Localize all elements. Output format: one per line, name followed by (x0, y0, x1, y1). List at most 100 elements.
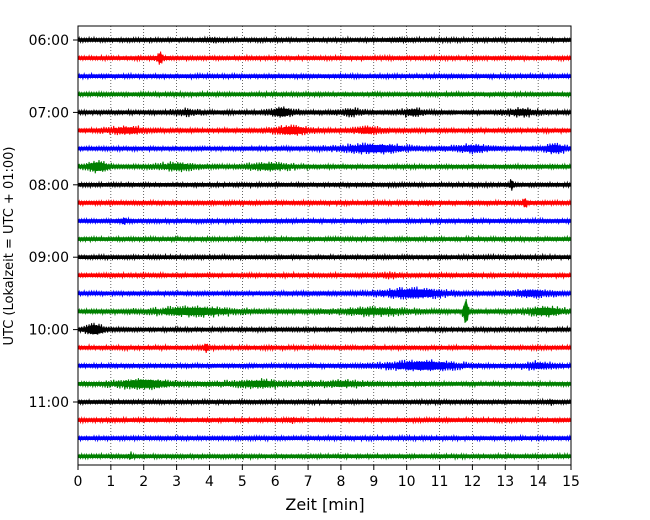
trace (77, 286, 572, 300)
y-axis-label: UTC (Lokalzeit = UTC + 01:00) (2, 147, 17, 346)
trace-event (79, 127, 200, 134)
trace-event (511, 144, 571, 153)
trace (77, 397, 572, 407)
trace-signal (77, 198, 572, 208)
trace-lines (77, 35, 572, 461)
trace-event (229, 308, 519, 315)
x-tick-label: 12 (463, 474, 481, 490)
trace-signal (77, 234, 572, 244)
trace-event (420, 201, 433, 205)
trace-event (400, 145, 545, 152)
trace-event (278, 361, 568, 370)
trace (77, 142, 572, 155)
trace (77, 179, 572, 191)
trace-event (238, 108, 326, 117)
trace (77, 270, 572, 280)
trace-signal (77, 35, 572, 45)
trace-band (78, 56, 571, 60)
x-axis-label: Zeit [min] (285, 495, 364, 514)
trace-signal (77, 270, 572, 280)
trace (77, 322, 572, 335)
trace-event (504, 180, 520, 190)
trace-event (181, 163, 356, 170)
x-tick-label: 4 (205, 474, 214, 490)
x-tick-label: 6 (271, 474, 280, 490)
trace-event (283, 289, 544, 298)
trace-signal (77, 252, 572, 262)
x-tick-label: 11 (431, 474, 449, 490)
grid-lines (110, 26, 539, 465)
trace-event (369, 109, 457, 116)
trace (77, 415, 572, 425)
trace-event (463, 109, 570, 116)
x-tick-label: 2 (139, 474, 148, 490)
x-tick-label: 8 (336, 474, 345, 490)
trace-band (78, 74, 571, 78)
plot-frame (77, 25, 572, 466)
trace-event (459, 290, 571, 297)
trace (77, 433, 572, 443)
trace-signal (77, 216, 572, 226)
trace (77, 198, 572, 208)
trace-event (143, 109, 230, 115)
x-tick-label: 14 (529, 474, 547, 490)
trace (77, 89, 572, 99)
trace-signal (77, 343, 572, 353)
trace-event (124, 453, 137, 460)
y-tick-label: 10:00 (29, 323, 69, 339)
trace (77, 216, 572, 226)
trace (77, 451, 572, 461)
trace-event (243, 144, 504, 153)
trace-event (480, 363, 571, 369)
trace-band (78, 327, 571, 332)
trace-event (283, 417, 301, 423)
trace-band (78, 201, 571, 205)
trace-event (457, 300, 475, 323)
x-tick-label: 0 (74, 474, 83, 490)
y-tick-label: 11:00 (29, 395, 69, 411)
trace-band (78, 183, 571, 187)
trace-event (78, 324, 131, 335)
trace-signal (77, 415, 572, 425)
y-axis-ticks: 06:00 07:00 08:00 09:00 10:00 11:00 (29, 33, 78, 411)
trace-event (254, 381, 428, 387)
trace (77, 359, 572, 372)
trace-signal (77, 433, 572, 443)
x-tick-label: 13 (496, 474, 514, 490)
trace (77, 71, 572, 81)
trace-signal (77, 71, 572, 81)
trace-event (545, 399, 558, 405)
trace-band (78, 436, 571, 440)
y-tick-label: 06:00 (29, 33, 69, 49)
trace (77, 106, 572, 118)
trace (77, 252, 572, 262)
trace-signal (77, 451, 572, 461)
x-axis-ticks: 0 1 2 3 4 5 6 7 8 9 10 11 12 13 14 15 (74, 465, 580, 490)
trace-event (354, 273, 427, 278)
x-tick-label: 5 (238, 474, 247, 490)
trace-event (195, 343, 217, 352)
trace-event (385, 38, 415, 42)
trace-band (78, 92, 571, 97)
x-tick-label: 15 (562, 474, 580, 490)
trace-event (472, 307, 569, 316)
y-tick-label: 07:00 (29, 105, 69, 121)
trace-signal (77, 179, 572, 191)
x-tick-label: 3 (172, 474, 181, 490)
trace-event (115, 217, 133, 225)
trace (77, 378, 572, 391)
x-tick-label: 7 (304, 474, 313, 490)
trace (77, 298, 572, 323)
trace-event (316, 127, 418, 134)
x-tick-label: 1 (106, 474, 115, 490)
trace (77, 234, 572, 244)
trace (77, 124, 572, 136)
trace-event (81, 307, 353, 316)
y-tick-label: 09:00 (29, 250, 69, 266)
y-tick-label: 08:00 (29, 178, 69, 194)
trace-event (149, 53, 171, 64)
x-tick-label: 10 (398, 474, 416, 490)
trace-signal (77, 322, 572, 335)
trace (77, 159, 572, 174)
